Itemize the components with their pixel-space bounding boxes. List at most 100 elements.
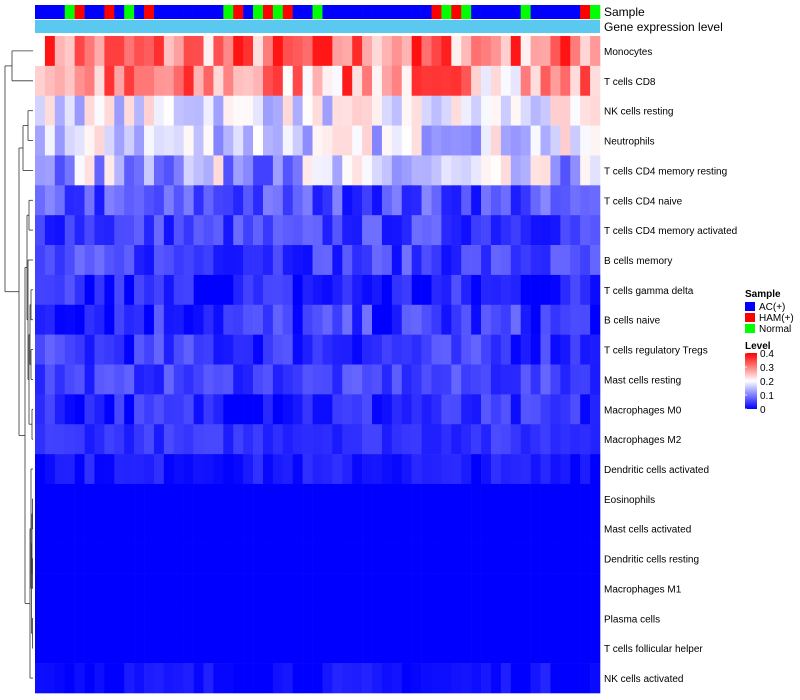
- heatmap-cell: [391, 573, 403, 604]
- heatmap-cell: [391, 513, 403, 544]
- heatmap-cell: [342, 155, 353, 186]
- heatmap-cell: [332, 454, 343, 485]
- heatmap-cell: [292, 245, 303, 276]
- heatmap-cell: [441, 603, 452, 634]
- heatmap-cell: [530, 185, 541, 216]
- sample-annotation-cell: [114, 5, 125, 19]
- heatmap-cell: [431, 95, 442, 126]
- heatmap-cell: [342, 633, 353, 664]
- heatmap-cell: [490, 95, 502, 126]
- heatmap-cell: [362, 215, 373, 246]
- heatmap-cell: [590, 36, 601, 67]
- heatmap-cell: [540, 36, 551, 67]
- heatmap-cell: [560, 633, 571, 664]
- heatmap-cell: [391, 633, 403, 664]
- heatmap-cell: [520, 334, 531, 365]
- heatmap-cell: [144, 603, 155, 634]
- heatmap-cell: [471, 155, 482, 186]
- heatmap-cell: [530, 36, 541, 67]
- heatmap-cell: [124, 304, 135, 335]
- heatmap-cell: [163, 603, 175, 634]
- heatmap-cell: [104, 603, 115, 634]
- heatmap-cell: [272, 394, 284, 425]
- heatmap-cell: [114, 513, 125, 544]
- heatmap-cell: [570, 573, 581, 604]
- heatmap-cell: [520, 424, 531, 455]
- heatmap-cell: [54, 274, 66, 306]
- heatmap-cell: [332, 215, 343, 246]
- heatmap-cell: [203, 454, 214, 485]
- heatmap-cell: [481, 274, 492, 306]
- heatmap-cell: [153, 424, 165, 455]
- sample-annotation-cell: [193, 5, 204, 19]
- heatmap-cell: [302, 125, 313, 156]
- heatmap-cell: [490, 155, 502, 186]
- heatmap-cell: [481, 95, 492, 126]
- heatmap-cell: [253, 633, 264, 664]
- heatmap-cell: [44, 603, 56, 634]
- heatmap-cell: [362, 483, 373, 515]
- heatmap-cell: [193, 155, 204, 186]
- heatmap-cell: [114, 573, 125, 604]
- heatmap-cell: [362, 573, 373, 604]
- heatmap-cell: [84, 334, 95, 365]
- heatmap-cell: [530, 95, 541, 126]
- heatmap-cell: [54, 334, 66, 365]
- heatmap-cell: [233, 543, 244, 574]
- heatmap-cell: [213, 185, 224, 216]
- heatmap-cell: [530, 543, 541, 574]
- heatmap-cell: [282, 334, 294, 365]
- heatmap-cell: [401, 573, 412, 604]
- heatmap-cell: [342, 245, 353, 276]
- heatmap-cell: [104, 454, 115, 485]
- heatmap-cell: [54, 95, 66, 126]
- heatmap-cell: [421, 185, 432, 216]
- heatmap-cell: [372, 274, 383, 306]
- heatmap-cell: [322, 394, 333, 425]
- heatmap-cell: [421, 125, 432, 156]
- sample-annotation-cell: [153, 5, 165, 19]
- heatmap-cell: [372, 483, 383, 515]
- heatmap-cell: [203, 483, 214, 515]
- heatmap-cell: [94, 215, 105, 246]
- heatmap-cell: [590, 364, 601, 395]
- heatmap-cell: [262, 245, 274, 276]
- heatmap-cell: [490, 334, 502, 365]
- heatmap-cell: [74, 483, 85, 515]
- heatmap-cell: [520, 663, 531, 694]
- heatmap-cell: [282, 364, 294, 395]
- heatmap-cell: [421, 215, 432, 246]
- heatmap-cell: [134, 65, 145, 97]
- heatmap-cell: [292, 125, 303, 156]
- heatmap-cell: [500, 483, 512, 515]
- heatmap-cell: [352, 245, 363, 276]
- heatmap-cell: [104, 125, 115, 156]
- heatmap-cell: [471, 95, 482, 126]
- heatmap-cell: [342, 36, 353, 67]
- heatmap-cell: [272, 543, 284, 574]
- heatmap-cell: [213, 513, 224, 544]
- heatmap-cell: [372, 36, 383, 67]
- heatmap-cell: [560, 304, 571, 335]
- heatmap-cell: [520, 543, 531, 574]
- heatmap-cell: [124, 603, 135, 634]
- heatmap-cell: [530, 364, 541, 395]
- heatmap-cell: [272, 603, 284, 634]
- heatmap-cell: [381, 155, 393, 186]
- heatmap-cell: [381, 125, 393, 156]
- heatmap-cell: [243, 274, 254, 306]
- heatmap-cell: [173, 394, 184, 425]
- heatmap-cell: [461, 633, 472, 664]
- heatmap-cell: [193, 633, 204, 664]
- heatmap-cell: [203, 364, 214, 395]
- heatmap-cell: [332, 603, 343, 634]
- heatmap-cell: [451, 633, 462, 664]
- heatmap-cell: [490, 245, 502, 276]
- heatmap-cell: [342, 125, 353, 156]
- heatmap-cell: [233, 304, 244, 335]
- heatmap-cell: [302, 304, 313, 335]
- heatmap-cell: [243, 185, 254, 216]
- heatmap-cell: [302, 155, 313, 186]
- sample-annotation-cell: [510, 5, 521, 19]
- sample-annotation-cell: [124, 5, 135, 19]
